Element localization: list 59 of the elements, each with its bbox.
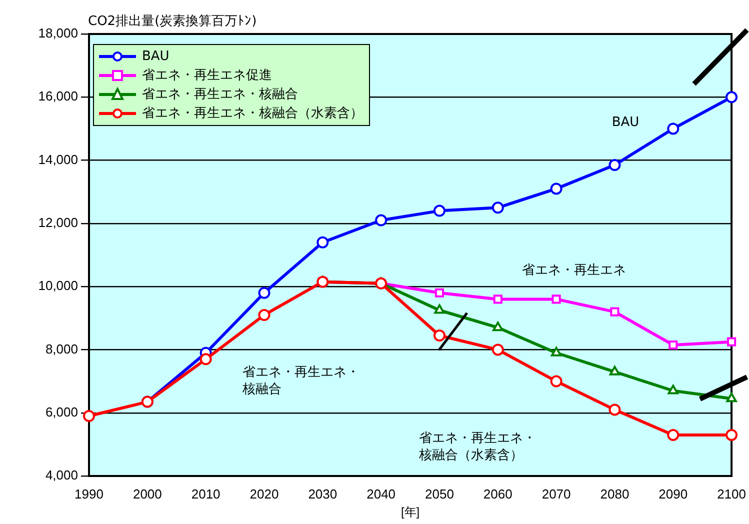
point <box>200 353 212 366</box>
point <box>667 428 680 441</box>
point <box>434 288 444 298</box>
point <box>550 182 562 195</box>
point <box>433 330 446 342</box>
point <box>726 428 738 441</box>
legend-label: 省エネ・再生エネ促進 <box>142 67 272 85</box>
x-tick-label: 2040 <box>366 486 396 502</box>
x-tick-label: 2030 <box>308 486 338 502</box>
x-tick-label: 2050 <box>425 486 454 502</box>
point <box>608 404 621 416</box>
point <box>433 204 446 217</box>
point <box>610 307 620 316</box>
x-tick-label: 2060 <box>483 486 512 502</box>
point <box>667 122 680 135</box>
x-tick-label: 2090 <box>658 486 688 502</box>
y-tick-label: 4,000 <box>45 468 78 483</box>
y-tick-label: 18,000 <box>38 26 78 41</box>
y-tick-label: 12,000 <box>38 215 78 230</box>
y-axis-title: CO2排出量(炭素換算百万ﾄﾝ) <box>88 13 257 30</box>
legend-label: BAU <box>142 48 170 66</box>
point <box>726 91 738 104</box>
point <box>258 308 270 321</box>
y-tick-label: 14,000 <box>38 152 78 167</box>
point <box>726 392 737 402</box>
point <box>492 202 504 214</box>
annotation: BAU <box>612 114 640 130</box>
x-tick-label: 2080 <box>600 486 630 502</box>
point <box>492 344 504 356</box>
annotation: 省エネ・再生エネ <box>522 262 626 278</box>
x-tick-label: 2070 <box>542 486 571 502</box>
annotation: 省エネ・再生エネ・核融合（水素含） <box>418 431 536 464</box>
point <box>550 375 562 388</box>
point <box>434 304 445 314</box>
annotation: 省エネ・再生エネ・核融合 <box>242 364 360 397</box>
x-tick-label: 2000 <box>132 486 162 502</box>
point <box>608 159 621 172</box>
point <box>493 294 502 304</box>
point <box>375 214 388 226</box>
x-tick-label: 2010 <box>191 486 220 502</box>
point <box>668 384 678 394</box>
y-tick-label: 10,000 <box>38 278 78 294</box>
point <box>552 294 561 304</box>
y-tick-label: 8,000 <box>45 341 78 356</box>
x-axis-title: [年] <box>400 505 420 520</box>
point <box>727 337 736 346</box>
x-tick-label: 2020 <box>250 486 279 502</box>
point <box>316 236 329 248</box>
point <box>492 322 504 332</box>
x-tick-label: 2100 <box>717 486 746 502</box>
x-tick-label: 1990 <box>74 486 104 502</box>
point <box>258 286 270 299</box>
y-tick-label: 6,000 <box>45 404 78 420</box>
y-tick-label: 16,000 <box>38 88 78 104</box>
point <box>668 340 678 350</box>
point <box>550 346 562 356</box>
legend-label: 省エネ・再生エネ・核融合 <box>142 86 298 104</box>
legend-label: 省エネ・再生エネ・核融合（水素含） <box>142 105 363 123</box>
point <box>609 366 620 376</box>
